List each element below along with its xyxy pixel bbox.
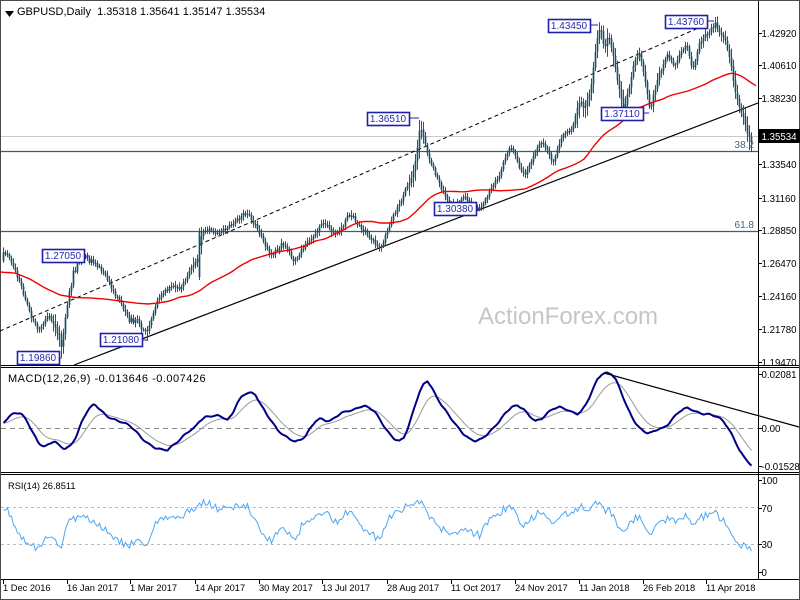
- svg-text:16 Jan 2017: 16 Jan 2017: [67, 583, 118, 593]
- svg-text:13 Jul 2017: 13 Jul 2017: [322, 583, 370, 593]
- svg-text:-0.015286: -0.015286: [762, 462, 800, 473]
- svg-text:1.42920: 1.42920: [762, 29, 798, 40]
- svg-text:24 Nov 2017: 24 Nov 2017: [515, 583, 568, 593]
- svg-text:1.21780: 1.21780: [762, 325, 798, 336]
- svg-text:0: 0: [762, 568, 768, 579]
- svg-text:GBPUSD,Daily 1.35318 1.35641: GBPUSD,Daily 1.35318 1.35641 1.35147 1.3…: [17, 6, 265, 18]
- svg-text:1.19860: 1.19860: [20, 353, 57, 364]
- svg-text:1.26470: 1.26470: [762, 259, 798, 270]
- svg-text:1.43450: 1.43450: [551, 21, 588, 32]
- svg-text:28 Aug 2017: 28 Aug 2017: [387, 583, 439, 593]
- svg-text:0.00: 0.00: [762, 424, 781, 435]
- svg-text:1.28850: 1.28850: [762, 226, 798, 237]
- svg-text:1.43760: 1.43760: [668, 17, 705, 28]
- svg-text:30 May 2017: 30 May 2017: [259, 583, 313, 593]
- svg-text:1.27050: 1.27050: [45, 251, 82, 262]
- svg-text:1.40610: 1.40610: [762, 61, 798, 72]
- svg-text:70: 70: [762, 504, 773, 515]
- svg-text:1 Mar 2017: 1 Mar 2017: [130, 583, 177, 593]
- svg-text:1.31160: 1.31160: [762, 194, 797, 205]
- svg-text:1.36510: 1.36510: [370, 114, 407, 125]
- svg-text:11 Jan 2018: 11 Jan 2018: [579, 583, 630, 593]
- svg-text:1.24160: 1.24160: [762, 292, 798, 303]
- svg-text:1.21080: 1.21080: [103, 335, 140, 346]
- svg-text:30: 30: [762, 540, 773, 551]
- svg-text:ActionForex.com: ActionForex.com: [478, 303, 658, 330]
- svg-text:38.2: 38.2: [735, 140, 755, 151]
- svg-text:1.19470: 1.19470: [762, 358, 798, 369]
- svg-text:26 Feb 2018: 26 Feb 2018: [643, 583, 695, 593]
- svg-text:11 Oct 2017: 11 Oct 2017: [451, 583, 501, 593]
- svg-text:14 Apr 2017: 14 Apr 2017: [195, 583, 245, 593]
- svg-text:1.30380: 1.30380: [437, 204, 474, 215]
- svg-text:MACD(12,26,9) -0.013646 -0.007: MACD(12,26,9) -0.013646 -0.007426: [8, 373, 206, 385]
- svg-text:100: 100: [762, 476, 779, 487]
- svg-text:1 Dec 2016: 1 Dec 2016: [3, 583, 51, 593]
- svg-text:RSI(14) 26.8511: RSI(14) 26.8511: [8, 481, 76, 491]
- svg-text:0.02081: 0.02081: [762, 370, 797, 381]
- svg-text:61.8: 61.8: [735, 220, 755, 231]
- svg-text:1.37110: 1.37110: [604, 109, 640, 120]
- svg-text:1.33540: 1.33540: [762, 160, 798, 171]
- svg-text:1.38230: 1.38230: [762, 94, 798, 105]
- svg-text:1.35534: 1.35534: [762, 132, 798, 143]
- svg-text:11 Apr 2018: 11 Apr 2018: [706, 583, 755, 593]
